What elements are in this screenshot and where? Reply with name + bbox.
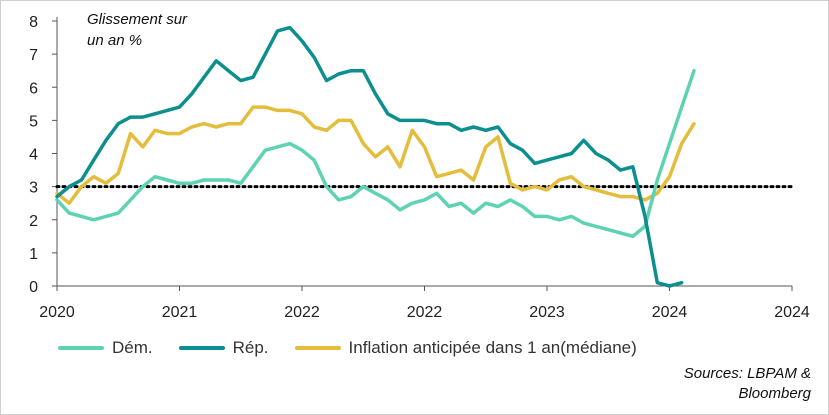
y-tick-label: 6	[29, 80, 38, 97]
x-tick-label: 2024	[652, 304, 688, 321]
legend-label-dem: Dém.	[112, 338, 153, 357]
y-tick-label: 2	[29, 213, 38, 230]
legend-item-rep: Rép.	[178, 338, 269, 358]
x-tick-label: 2020	[39, 304, 75, 321]
series-line-rep	[55, 25, 684, 288]
source-line-1: Sources: LBPAM &	[683, 365, 811, 382]
chart-annotation-line: un an %	[87, 32, 142, 49]
x-tick-label: 2021	[162, 304, 198, 321]
chart-annotation-line: Glissement sur	[87, 11, 188, 28]
x-tick-label: 2023	[529, 304, 565, 321]
x-tick-label: 2022	[284, 304, 320, 321]
y-tick-label: 1	[29, 246, 38, 263]
y-tick-label: 8	[29, 14, 38, 31]
chart-source: Sources: LBPAM & Bloomberg	[684, 364, 811, 404]
legend-label-rep: Rép.	[232, 338, 269, 357]
series-line-dem	[55, 68, 696, 239]
source-line-2: Bloomberg	[738, 385, 811, 402]
x-tick-label: 2022	[407, 304, 443, 321]
legend-item-inflation: Inflation anticipée dans 1 an(médiane)	[294, 338, 637, 358]
y-tick-label: 3	[29, 180, 38, 197]
legend-label-inflation: Inflation anticipée dans 1 an(médiane)	[348, 338, 637, 357]
y-tick-label: 0	[29, 279, 38, 296]
x-tick-label: 2024	[774, 304, 810, 321]
legend-swatch-rep	[178, 346, 225, 350]
y-tick-label: 7	[29, 47, 38, 64]
legend-swatch-inflation	[294, 346, 341, 350]
y-tick-label: 5	[29, 113, 38, 130]
series-line-inflation	[55, 105, 696, 205]
y-tick-label: 4	[29, 147, 38, 164]
legend-swatch-dem	[58, 346, 104, 350]
legend-item-dem: Dém.	[58, 338, 153, 358]
chart-legend: Dém. Rép. Inflation anticipée dans 1 an(…	[58, 338, 663, 358]
